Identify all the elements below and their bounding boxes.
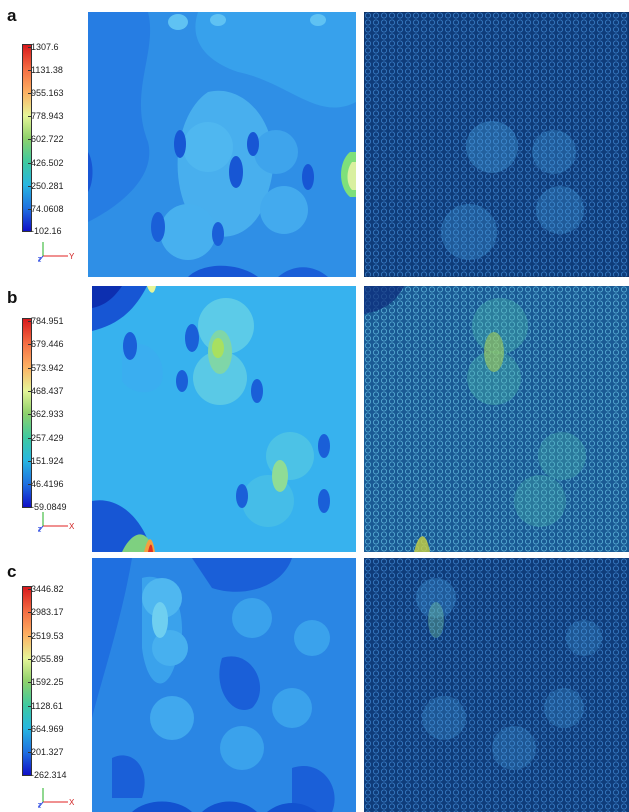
colorbar-a (22, 44, 32, 232)
legend-tick: 2983.17 (28, 607, 64, 617)
panel-c: c 3446.82 2983.17 2519.53 2055.89 1592.2… (0, 556, 629, 812)
legend-tick: 1131.38 (28, 65, 63, 75)
panel-label-c: c (7, 562, 17, 581)
axis-triad-b: X Z (38, 512, 75, 532)
legend-tick: 602.722 (28, 134, 64, 144)
stress-contour-b (92, 286, 356, 552)
legend-tick: 955.163 (28, 88, 64, 98)
legend-tick: 1307.6 (28, 42, 59, 52)
legend-tick: 784.951 (28, 316, 64, 326)
axis-label-z: Z (38, 803, 42, 808)
axis-triad-c: X Z (38, 788, 75, 808)
panel-label-b: b (7, 288, 18, 307)
stress-contour-c (92, 558, 356, 812)
axis-label-x: X (69, 522, 75, 531)
legend-tick: 74.0608 (28, 204, 64, 214)
legend-tick: -102.16 (28, 226, 62, 236)
legend-tick: 426.502 (28, 158, 64, 168)
legend-tick: 3446.82 (28, 584, 64, 594)
legend-tick: 2055.89 (28, 654, 64, 664)
panel-label-a: a (7, 6, 17, 25)
legend-tick: 362.933 (28, 409, 64, 419)
legend-tick: 250.281 (28, 181, 64, 191)
legend-tick: 1592.25 (28, 677, 64, 687)
legend-tick: -262.314 (28, 770, 67, 780)
legend-tick: 664.969 (28, 724, 64, 734)
legend-tick: 46.4196 (28, 479, 64, 489)
stress-contour-a (88, 12, 356, 277)
legend-tick: 201.327 (28, 747, 64, 757)
legend-tick: -59.0849 (28, 502, 67, 512)
colorbar-c (22, 586, 32, 776)
legend-tick: 1128.61 (28, 701, 63, 711)
mesh-overlay-a (364, 12, 629, 277)
panel-b: b 784.951 679.446 573.942 468.437 362.93… (0, 282, 629, 554)
legend-tick: 573.942 (28, 363, 64, 373)
mesh-overlay-b (364, 286, 629, 552)
legend-tick: 257.429 (28, 433, 64, 443)
axis-label-y: Y (69, 252, 75, 261)
axis-triad-a: Y Z (38, 242, 75, 262)
legend-tick: 2519.53 (28, 631, 64, 641)
legend-tick: 151.924 (28, 456, 64, 466)
legend-tick: 679.446 (28, 339, 64, 349)
axis-label-x: X (69, 798, 75, 807)
colorbar-b (22, 318, 32, 508)
mesh-overlay-c (364, 558, 629, 812)
legend-tick: 778.943 (28, 111, 64, 121)
panel-a: a 1307.6 1131.38 955.163 778.943 602.722… (0, 0, 629, 280)
axis-label-z: Z (38, 527, 42, 532)
legend-tick: 468.437 (28, 386, 64, 396)
axis-label-z: Z (38, 257, 42, 262)
